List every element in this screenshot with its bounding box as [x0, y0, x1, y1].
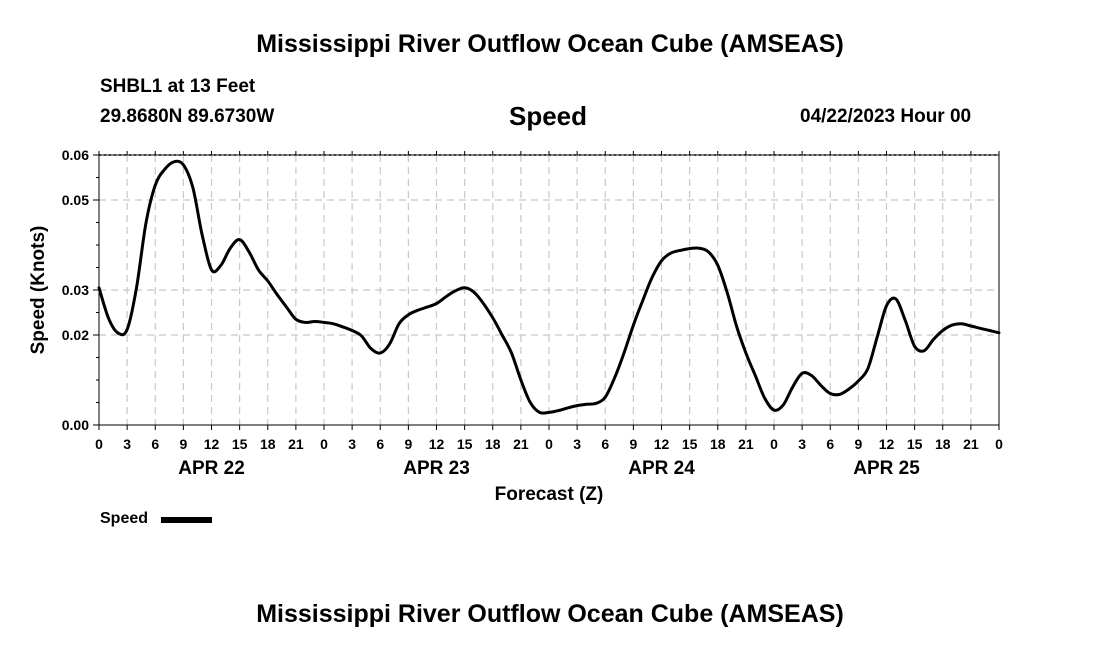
x-tick-label: 18: [485, 436, 501, 452]
y-tick-label: 0.03: [62, 282, 89, 298]
x-tick-label: 9: [629, 436, 637, 452]
x-tick-label: 0: [995, 436, 1003, 452]
grid-lines: [99, 154, 999, 425]
x-tick-label: 12: [654, 436, 670, 452]
x-tick-label: 12: [429, 436, 445, 452]
x-day-label: APR 22: [178, 458, 245, 479]
x-tick-label: 15: [232, 436, 248, 452]
speed-series-line: [97, 159, 1001, 415]
x-tick-label: 15: [457, 436, 473, 452]
x-tick-label: 6: [601, 436, 609, 452]
x-tick-label: 6: [826, 436, 834, 452]
station-label: SHBL1 at 13 Feet: [100, 76, 256, 97]
x-tick-label: 3: [348, 436, 356, 452]
x-tick-label: 6: [151, 436, 159, 452]
y-tick-label: 0.06: [62, 147, 89, 163]
x-tick-label: 12: [204, 436, 220, 452]
x-tick-label: 15: [682, 436, 698, 452]
x-tick-label: 9: [854, 436, 862, 452]
y-axis: 0.00 0.02 0.03 0.05 0.06: [62, 147, 99, 433]
x-tick-label: 0: [770, 436, 778, 452]
x-tick-label: 9: [404, 436, 412, 452]
x-tick-label: 3: [123, 436, 131, 452]
x-tick-label: 12: [879, 436, 895, 452]
chart-title-bottom: Mississippi River Outflow Ocean Cube (AM…: [256, 600, 844, 628]
x-tick-label: 0: [320, 436, 328, 452]
x-tick-label: 0: [545, 436, 553, 452]
x-tick-label: 18: [260, 436, 276, 452]
y-tick-label: 0.00: [62, 417, 89, 433]
x-day-label: APR 25: [853, 458, 920, 479]
x-tick-label: 21: [963, 436, 979, 452]
y-axis-label: Speed (Knots): [28, 226, 49, 355]
x-tick-label: 3: [573, 436, 581, 452]
x-tick-label: 6: [376, 436, 384, 452]
chart-title-top: Mississippi River Outflow Ocean Cube (AM…: [256, 30, 844, 58]
x-tick-label: 21: [738, 436, 754, 452]
y-tick-label: 0.02: [62, 327, 89, 343]
x-day-label: APR 23: [403, 458, 470, 479]
x-tick-label: 0: [95, 436, 103, 452]
x-tick-label: 3: [798, 436, 806, 452]
y-tick-label: 0.05: [62, 192, 89, 208]
x-tick-label: 21: [288, 436, 304, 452]
timestamp-label: 04/22/2023 Hour 00: [800, 106, 972, 127]
location-label: 29.8680N 89.6730W: [100, 106, 275, 127]
x-axis: 0 3 6 9 12 15 18 21 0 3 6 9 12 15 18 21 0 3 6 9 12 15 18 21 0 3 6 9…: [95, 151, 1003, 479]
x-tick-label: 18: [710, 436, 726, 452]
x-tick-label: 9: [179, 436, 187, 452]
x-tick-label: 21: [513, 436, 529, 452]
legend-swatch: [161, 517, 212, 523]
plot-title: Speed: [509, 101, 588, 131]
x-tick-label: 18: [935, 436, 951, 452]
x-day-label: APR 24: [628, 458, 695, 479]
x-tick-label: 15: [907, 436, 923, 452]
legend-label: Speed: [100, 510, 149, 527]
x-axis-label: Forecast (Z): [495, 484, 604, 505]
